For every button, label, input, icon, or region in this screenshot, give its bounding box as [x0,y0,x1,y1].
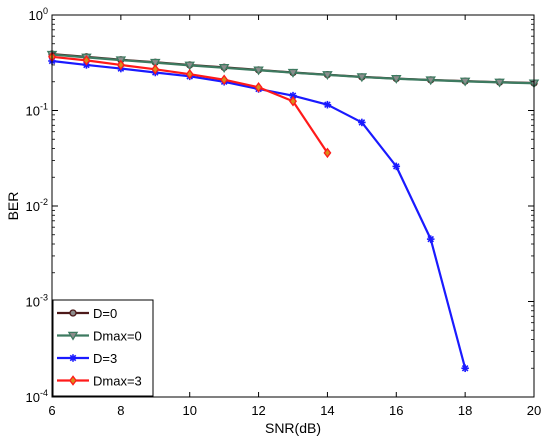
x-tick-label: 18 [458,403,472,418]
data-point [184,61,195,71]
legend-entry: Dmax=0 [57,329,142,344]
data-point [151,64,160,75]
data-point [323,147,332,159]
data-point [461,364,469,373]
data-point [116,59,125,71]
legend-label: Dmax=0 [93,329,142,344]
legend-entry: D=0 [57,306,117,321]
x-tick-label: 14 [320,403,334,418]
data-point [356,73,368,83]
data-point [426,235,435,243]
data-point [287,68,299,78]
x-tick-label: 8 [117,403,124,418]
data-point [425,76,436,86]
x-axis-label: SNR(dB) [265,420,321,436]
legend-entry: Dmax=3 [57,374,142,389]
data-point [82,55,91,66]
data-point [459,77,471,87]
axes-layer: 6 8 10 12 14 16 18 20 100 10-1 10-2 10-3 10-4 [26,6,542,418]
legend-label: Dmax=3 [93,374,142,389]
x-tick-label: 20 [527,403,541,418]
legend: D=0 Dmax=0 D=3 Dmax=3 [52,299,154,397]
y-tick-label: 100 [29,6,48,23]
y-tick-label: 10-4 [26,388,48,405]
data-point [218,64,230,73]
x-tick-label: 12 [251,403,265,418]
legend-marker [69,354,77,362]
legend-marker [67,331,79,341]
x-tick-label: 16 [389,403,403,418]
series-1 [46,50,540,89]
data-point [358,118,366,127]
data-point [253,66,264,76]
data-point [289,95,297,107]
y-tick-label: 10-3 [26,293,48,310]
legend-entry: D=3 [57,351,117,366]
data-point [185,68,194,80]
x-tick-label: 10 [182,403,196,418]
y-tick-label: 10-2 [26,197,48,214]
data-point [494,78,505,88]
legend-label: D=0 [93,306,117,321]
data-point [323,100,332,109]
legend-label: D=3 [93,351,117,366]
data-point [150,58,161,68]
data-point [220,74,229,86]
data-point [391,75,402,84]
y-axis-label: BER [5,192,21,221]
data-point [254,82,263,93]
y-tick-label: 10-1 [26,102,48,119]
series-layer [46,50,540,373]
data-point [322,71,333,81]
legend-marker [69,375,77,386]
legend-marker [69,309,77,317]
x-tick-label: 6 [48,403,55,418]
data-point [392,162,401,171]
